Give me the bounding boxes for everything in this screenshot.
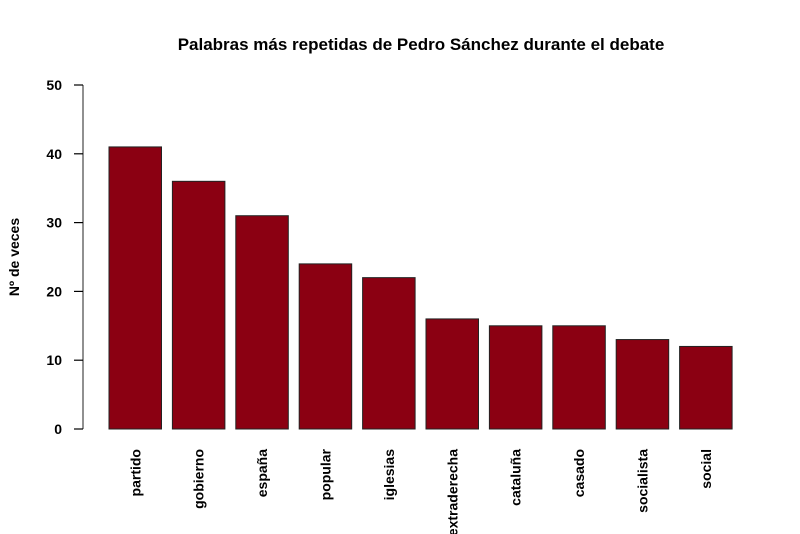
x-tick-label: social — [698, 449, 714, 489]
x-tick-label: cataluña — [508, 449, 524, 506]
bar-popular — [298, 263, 353, 430]
x-tick-label: gobierno — [191, 449, 207, 509]
bar-iglesias — [362, 277, 416, 430]
y-tick-label: 40 — [46, 146, 62, 162]
bar-cataluña — [488, 325, 543, 430]
y-tick-label: 10 — [46, 352, 62, 368]
x-tick-label: iglesias — [381, 449, 397, 501]
chart-title: Palabras más repetidas de Pedro Sánchez … — [178, 35, 665, 54]
x-tick-label: casado — [571, 449, 587, 497]
x-tick-label: socialista — [634, 449, 650, 513]
x-tick-label: españa — [254, 449, 270, 497]
bar-socialista — [615, 339, 670, 430]
bars — [108, 146, 733, 430]
x-tick-label: extraderecha — [444, 449, 460, 534]
x-tick-label: popular — [317, 448, 333, 500]
y-tick-label: 20 — [46, 283, 62, 299]
y-tick-label: 0 — [54, 421, 62, 437]
bar-partido — [108, 146, 162, 430]
x-tick-label: partido — [127, 449, 143, 496]
bar-social — [679, 345, 733, 430]
y-tick-label: 30 — [46, 215, 62, 231]
y-axis-label: Nº de veces — [6, 218, 22, 296]
y-tick-label: 50 — [46, 77, 62, 93]
bar-españa — [235, 215, 289, 430]
bar-gobierno — [171, 180, 226, 430]
x-tick-labels: partido gobierno españa popular iglesias extr… — [127, 448, 714, 534]
y-axis: 0 10 20 30 40 50 — [46, 77, 84, 437]
bar-casado — [552, 325, 606, 430]
bar-extraderecha — [425, 318, 479, 430]
